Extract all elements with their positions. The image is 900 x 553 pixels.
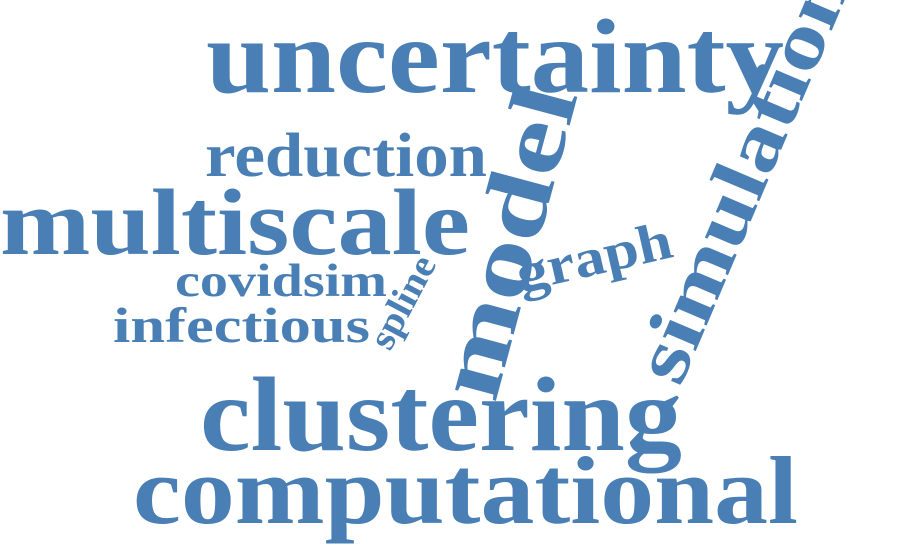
word-reduction: reduction: [205, 122, 487, 190]
word-multiscale: multiscale: [0, 171, 470, 275]
word-infectious: infectious: [113, 297, 370, 353]
word-computational: computational: [133, 437, 798, 544]
word-covidsim: covidsim: [175, 255, 387, 307]
word-uncertainty: uncertainty: [206, 0, 784, 115]
word-clustering: clustering: [200, 356, 682, 473]
